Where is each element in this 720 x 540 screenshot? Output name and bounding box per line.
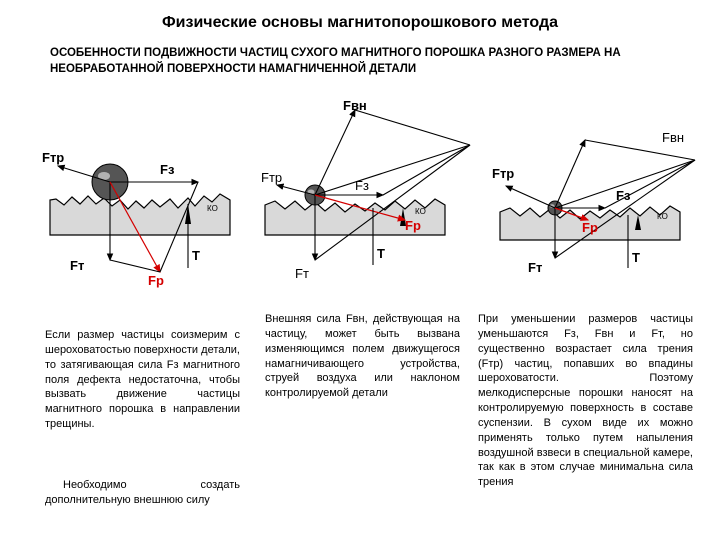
hint-2b	[383, 145, 470, 195]
page-title: Физические основы магнитопорошкового мет…	[0, 14, 720, 32]
vec-fvn-3	[555, 140, 585, 208]
lbl-fp-2: Fр	[405, 218, 421, 233]
hint-1b	[110, 260, 160, 272]
ko-label-1: КО	[207, 204, 218, 213]
lbl-ft-1: Fт	[70, 258, 84, 273]
lbl-fvn-3: Fвн	[662, 130, 684, 145]
caption-3: При уменьшении размеров частицы уменьшаю…	[478, 312, 693, 490]
caption-2: Внешняя сила Fвн, действующая на частицу…	[265, 312, 460, 401]
lbl-ftr-2: Fтр	[261, 170, 282, 185]
lbl-fvn-2: Fвн	[343, 100, 367, 113]
lbl-ft-2: Fт	[295, 266, 309, 281]
lbl-t-1: Т	[192, 248, 200, 263]
lbl-fp-1: Fр	[148, 273, 164, 288]
hint-2a	[355, 110, 470, 145]
lbl-ftr-1: Fтр	[42, 150, 64, 165]
hint-2c	[315, 145, 470, 260]
lbl-ft-3: Fт	[528, 260, 542, 275]
lbl-fz-1: Fз	[160, 162, 175, 177]
diagram-3: КО Fтр Fз Fт Fвн Fр Т	[490, 100, 710, 300]
ko-label-3: КО	[657, 212, 668, 221]
surface-1	[50, 194, 230, 235]
lbl-t-3: Т	[632, 250, 640, 265]
caption-1: Если размер частицы соизмерим с шерохова…	[45, 328, 240, 432]
ko-label-2: КО	[415, 207, 426, 216]
lbl-ftr-3: Fтр	[492, 166, 514, 181]
hint-3b	[605, 160, 695, 208]
lbl-t-2: Т	[377, 246, 385, 261]
diagrams-row: КО Fтр Fз Fт Т Fр	[0, 100, 720, 300]
diagram-2: КО Fтр Fз Fт Fвн Fр Т	[255, 100, 485, 300]
caption-1b: Необходимо создать дополнительную внешню…	[45, 478, 240, 508]
vec-fvn-2	[315, 110, 355, 195]
lbl-fp-3: Fр	[582, 220, 598, 235]
hint-2d	[315, 145, 470, 195]
page: Физические основы магнитопорошкового мет…	[0, 0, 720, 540]
vec-ftr-3	[506, 186, 555, 208]
page-subtitle: ОСОБЕННОСТИ ПОДВИЖНОСТИ ЧАСТИЦ СУХОГО МА…	[50, 46, 670, 77]
diagram-1: КО Fтр Fз Fт Т Fр	[40, 100, 240, 300]
